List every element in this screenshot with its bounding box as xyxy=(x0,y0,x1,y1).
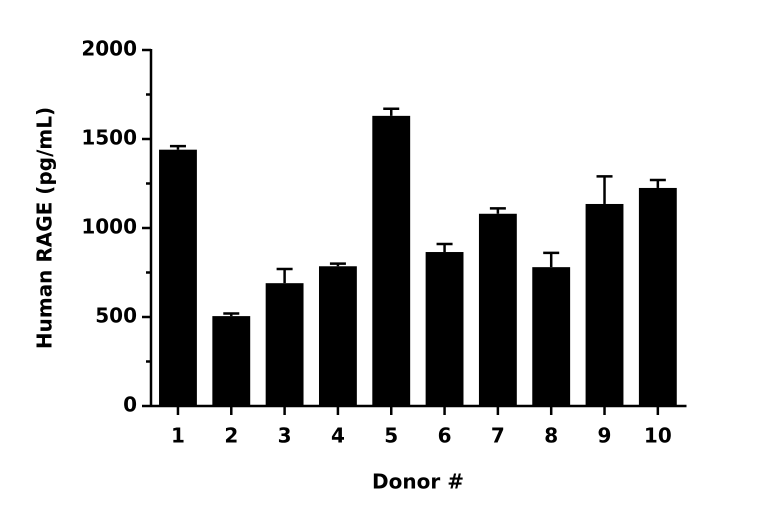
x-tick-label: 7 xyxy=(491,424,505,448)
x-tick-label: 2 xyxy=(224,424,238,448)
y-tick-label: 0 xyxy=(123,393,137,417)
x-tick-label: 5 xyxy=(384,424,398,448)
bar xyxy=(212,316,251,406)
bar xyxy=(638,187,677,406)
y-tick-label: 2000 xyxy=(81,37,137,61)
bar xyxy=(532,267,571,406)
y-tick-label: 1500 xyxy=(81,126,137,150)
bar xyxy=(265,283,304,406)
x-tick-label: 9 xyxy=(598,424,612,448)
bar xyxy=(425,252,464,406)
x-tick-label: 10 xyxy=(644,424,672,448)
bar xyxy=(372,115,411,407)
y-axis-title: Human RAGE (pg/mL) xyxy=(33,107,57,349)
y-tick-label: 1000 xyxy=(81,215,137,239)
x-tick-label: 6 xyxy=(438,424,452,448)
bar xyxy=(318,266,357,406)
x-tick-label: 3 xyxy=(278,424,292,448)
x-tick-label: 8 xyxy=(544,424,558,448)
x-tick-label: 1 xyxy=(171,424,185,448)
bar xyxy=(159,149,197,406)
y-tick-label: 500 xyxy=(95,304,137,328)
x-tick-label: 4 xyxy=(331,424,345,448)
bar xyxy=(478,213,517,406)
bar xyxy=(585,203,624,406)
x-axis-title: Donor # xyxy=(372,470,464,494)
